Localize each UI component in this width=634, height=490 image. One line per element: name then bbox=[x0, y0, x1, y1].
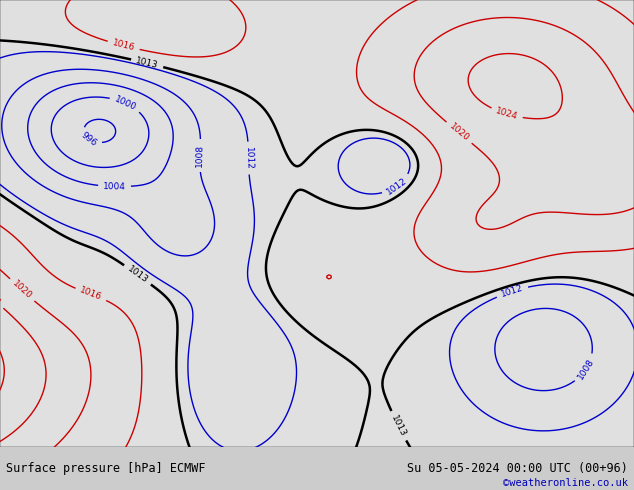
Text: 1013: 1013 bbox=[126, 265, 150, 285]
Text: 1013: 1013 bbox=[389, 414, 408, 438]
Text: 1016: 1016 bbox=[112, 38, 136, 53]
Text: Surface pressure [hPa] ECMWF: Surface pressure [hPa] ECMWF bbox=[6, 462, 206, 475]
Text: 1000: 1000 bbox=[113, 94, 138, 112]
Text: 1004: 1004 bbox=[103, 182, 126, 191]
Text: 1008: 1008 bbox=[576, 357, 596, 381]
Text: 1020: 1020 bbox=[11, 279, 34, 301]
Text: 996: 996 bbox=[79, 130, 99, 148]
Text: 1012: 1012 bbox=[385, 176, 409, 196]
Text: 1013: 1013 bbox=[135, 56, 159, 70]
Text: 1024: 1024 bbox=[0, 287, 3, 308]
Text: 1012: 1012 bbox=[500, 284, 524, 299]
Text: 1008: 1008 bbox=[195, 144, 205, 167]
Text: 1016: 1016 bbox=[79, 286, 103, 303]
Text: 1020: 1020 bbox=[448, 122, 470, 144]
Text: ©weatheronline.co.uk: ©weatheronline.co.uk bbox=[503, 478, 628, 488]
Text: 1012: 1012 bbox=[243, 147, 253, 170]
Text: Su 05-05-2024 00:00 UTC (00+96): Su 05-05-2024 00:00 UTC (00+96) bbox=[407, 462, 628, 475]
Text: 1024: 1024 bbox=[495, 106, 519, 122]
